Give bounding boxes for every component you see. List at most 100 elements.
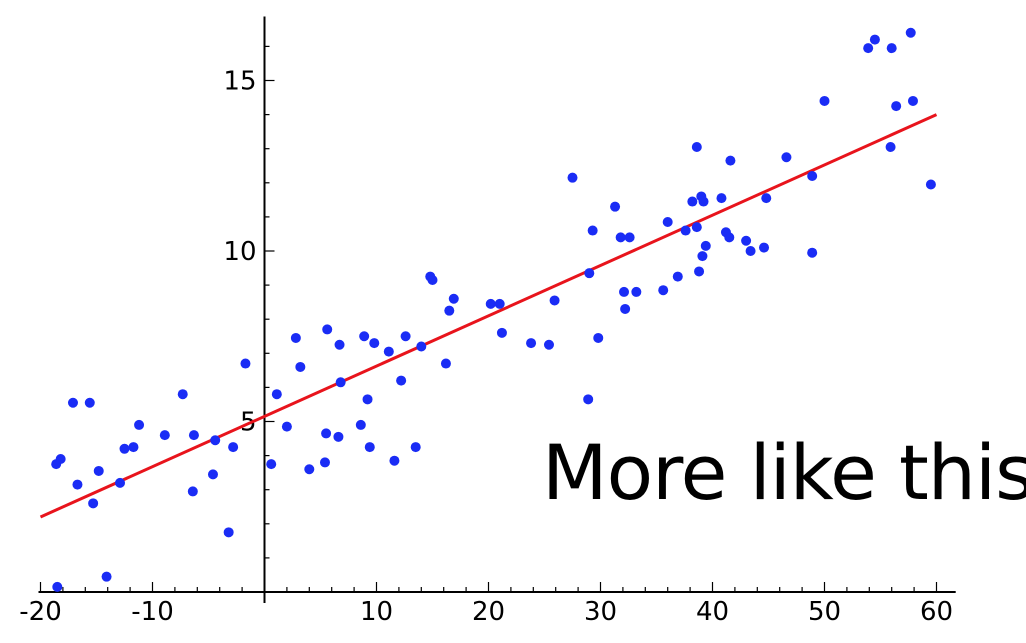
data-point xyxy=(115,477,126,488)
data-point xyxy=(223,527,234,538)
data-point xyxy=(819,95,830,106)
data-point xyxy=(567,172,578,183)
data-point xyxy=(334,339,345,350)
data-point xyxy=(691,141,702,152)
data-point xyxy=(319,457,330,468)
data-point xyxy=(687,196,698,207)
data-point xyxy=(266,459,277,470)
data-point xyxy=(526,338,537,349)
data-point xyxy=(448,293,459,304)
data-point xyxy=(281,421,292,432)
data-point xyxy=(583,394,594,405)
data-point xyxy=(584,268,595,279)
data-point xyxy=(67,397,78,408)
data-point xyxy=(444,305,455,316)
data-point xyxy=(725,155,736,166)
data-point xyxy=(593,332,604,343)
data-point xyxy=(101,571,112,582)
data-point xyxy=(410,442,421,453)
data-point xyxy=(355,419,366,430)
data-point xyxy=(400,331,411,342)
axes: -20-1010203040506051015 xyxy=(19,16,956,627)
data-point xyxy=(72,479,83,490)
data-point xyxy=(698,196,709,207)
data-point xyxy=(55,454,66,465)
data-point xyxy=(620,303,631,314)
data-point xyxy=(869,34,880,45)
data-point xyxy=(321,428,332,439)
data-point xyxy=(271,389,282,400)
x-tick-label: 30 xyxy=(584,597,617,627)
data-point xyxy=(228,442,239,453)
data-point xyxy=(427,274,438,285)
data-point xyxy=(496,327,507,338)
data-point xyxy=(543,339,554,350)
data-point xyxy=(333,431,344,442)
data-point xyxy=(587,225,598,236)
data-point xyxy=(295,361,306,372)
data-point xyxy=(807,170,818,181)
data-point xyxy=(134,419,145,430)
data-point xyxy=(807,247,818,258)
x-tick-label: 20 xyxy=(472,597,505,627)
data-point xyxy=(389,455,400,466)
x-tick-label: 40 xyxy=(696,597,729,627)
data-point xyxy=(362,394,373,405)
data-point xyxy=(364,442,375,453)
points-layer xyxy=(51,27,936,592)
data-point xyxy=(88,498,99,509)
data-point xyxy=(724,232,735,243)
data-point xyxy=(716,193,727,204)
data-point xyxy=(383,346,394,357)
data-point xyxy=(619,286,630,297)
data-point xyxy=(159,430,170,441)
data-point xyxy=(304,464,315,475)
x-tick-label: 60 xyxy=(920,597,953,627)
data-point xyxy=(781,152,792,163)
data-point xyxy=(396,375,407,386)
data-point xyxy=(697,251,708,262)
x-tick-label: -20 xyxy=(19,597,61,627)
data-point xyxy=(891,101,902,112)
data-point xyxy=(761,193,772,204)
data-point xyxy=(494,298,505,309)
data-point xyxy=(631,286,642,297)
data-point xyxy=(658,285,669,296)
data-point xyxy=(741,235,752,246)
data-point xyxy=(84,397,95,408)
data-point xyxy=(863,43,874,54)
data-point xyxy=(128,442,139,453)
data-point xyxy=(210,435,221,446)
fit-line xyxy=(39,113,938,519)
data-point xyxy=(624,232,635,243)
data-point xyxy=(93,465,104,476)
data-point xyxy=(610,201,621,212)
data-point xyxy=(119,443,130,454)
data-point xyxy=(416,341,427,352)
data-point xyxy=(207,469,218,480)
data-point xyxy=(672,271,683,282)
data-point xyxy=(485,298,496,309)
data-point xyxy=(177,389,188,400)
data-point xyxy=(905,27,916,38)
data-point xyxy=(925,179,936,190)
x-tick-label: -10 xyxy=(131,597,173,627)
data-point xyxy=(290,332,301,343)
x-tick-label: 10 xyxy=(360,597,393,627)
data-point xyxy=(52,581,63,592)
y-tick-label: 15 xyxy=(223,67,256,97)
data-point xyxy=(188,430,199,441)
data-point xyxy=(322,324,333,335)
data-point xyxy=(187,486,198,497)
data-point xyxy=(907,95,918,106)
data-point xyxy=(440,358,451,369)
x-tick-label: 50 xyxy=(808,597,841,627)
data-point xyxy=(745,246,756,256)
overlay-caption: More like this xyxy=(542,428,1026,517)
data-point xyxy=(662,217,673,228)
y-tick-label: 10 xyxy=(223,237,256,267)
data-point xyxy=(240,358,251,369)
data-point xyxy=(335,377,346,388)
data-point xyxy=(549,295,560,306)
data-point xyxy=(694,266,705,277)
